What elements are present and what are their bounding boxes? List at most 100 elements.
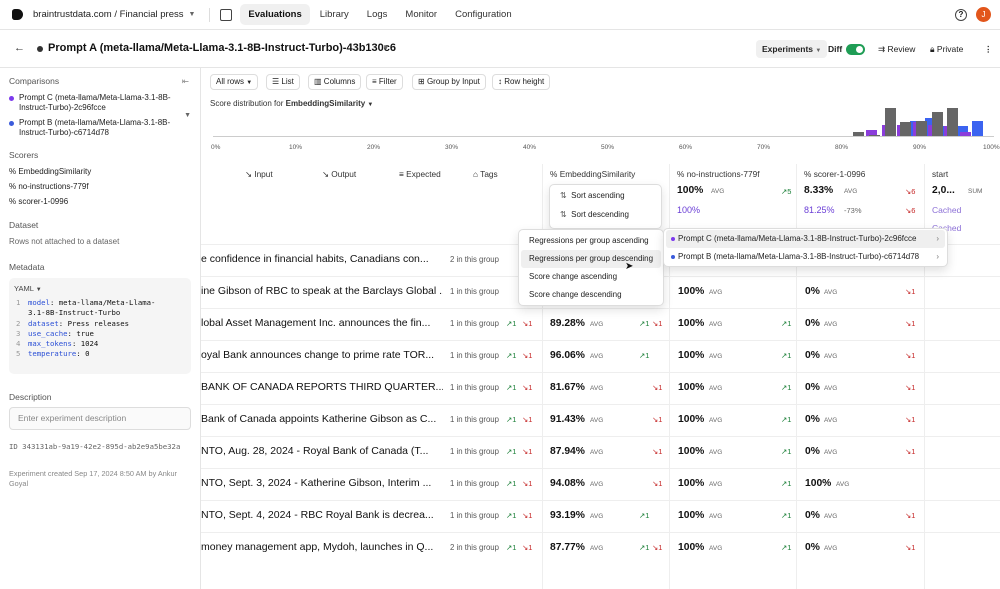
tab-logs[interactable]: Logs: [366, 9, 388, 20]
page-title[interactable]: Prompt A (meta-llama/Meta-Llama-3.1-8B-I…: [48, 42, 396, 54]
regressions-ascending-item[interactable]: Regressions per group ascending: [529, 236, 649, 245]
table-row[interactable]: NTO, Aug. 28, 2024 - Royal Bank of Canad…: [201, 436, 1000, 468]
table-row[interactable]: NTO, Sept. 4, 2024 - RBC Royal Bank is d…: [201, 500, 1000, 532]
description-input[interactable]: Enter experiment description: [9, 407, 191, 430]
column-header-expected[interactable]: ≡ Expected: [399, 169, 441, 179]
score-distribution-selector[interactable]: Score distribution for EmbeddingSimilari…: [210, 99, 373, 108]
improvement-count: ↗5: [781, 187, 792, 196]
created-info: Experiment created Sep 17, 2024 8:50 AM …: [9, 469, 177, 488]
review-button[interactable]: ⇉ Review: [872, 40, 921, 58]
row-input-text[interactable]: lobal Asset Management Inc. announces th…: [201, 317, 431, 329]
table-row[interactable]: NTO, Sept. 3, 2024 - Katherine Gibson, I…: [201, 468, 1000, 500]
row-input-text[interactable]: NTO, Sept. 3, 2024 - Katherine Gibson, I…: [201, 477, 432, 489]
avg-label: AVG: [590, 321, 604, 328]
scorer-item[interactable]: % no-instructions-779f: [9, 182, 89, 191]
row-input-text[interactable]: NTO, Sept. 4, 2024 - RBC Royal Bank is d…: [201, 509, 434, 521]
private-button[interactable]: 🔒︎ Private: [924, 40, 969, 58]
score-change-ascending-item[interactable]: Score change ascending: [529, 272, 618, 281]
compare-prompt-b-item[interactable]: Prompt B (meta-llama/Meta-Llama-3.1-8B-I…: [664, 248, 947, 266]
table-row[interactable]: BANK OF CANADA REPORTS THIRD QUARTER... 1…: [201, 372, 1000, 404]
sidebar: Comparisons ⇤ Prompt C (meta-llama/Meta-L…: [0, 68, 201, 589]
row-input-text[interactable]: Bank of Canada appoints Katherine Gibson…: [201, 413, 437, 425]
compare-prompt-c-item[interactable]: Prompt C (meta-llama/Meta-Llama-3.1-8B-I…: [666, 230, 945, 248]
chevron-down-icon[interactable]: ▼: [382, 43, 390, 52]
column-header-no-instructions[interactable]: % no-instructions-779f: [677, 169, 760, 179]
improvement-count: ↗1: [781, 479, 792, 488]
all-rows-dropdown[interactable]: All rows ▼: [210, 74, 259, 90]
row-input-text[interactable]: ine Gibson of RBC to speak at the Barcla…: [201, 285, 443, 297]
avg-label: AVG: [824, 545, 838, 552]
chevron-down-icon[interactable]: ▼: [188, 11, 196, 18]
experiment-color-dot: [37, 46, 43, 52]
column-header-input[interactable]: ↘ Input: [245, 169, 273, 179]
more-options-icon[interactable]: ⋮: [984, 44, 993, 54]
column-header-start[interactable]: start: [932, 169, 949, 179]
tab-configuration[interactable]: Configuration: [455, 9, 512, 20]
sort-ascending-item[interactable]: ⇅ Sort ascending: [550, 187, 661, 206]
row-input-text[interactable]: oyal Bank announces change to prime rate…: [201, 349, 435, 361]
regression-count: ↘1: [522, 383, 533, 392]
table-row[interactable]: Bank of Canada appoints Katherine Gibson…: [201, 404, 1000, 436]
org-project-breadcrumb[interactable]: braintrustdata.com / Financial press: [33, 9, 184, 20]
experiments-button[interactable]: Experiments ▼: [756, 40, 828, 58]
yaml-format-selector[interactable]: YAML ▼: [14, 284, 186, 293]
column-header-scorer1[interactable]: % scorer-1-0996: [804, 169, 866, 179]
column-header-output[interactable]: ↘ Output: [322, 169, 357, 179]
toggle-switch[interactable]: [846, 44, 866, 56]
columns-button[interactable]: ▥ Columns: [308, 74, 362, 90]
regression-count: ↘1: [905, 383, 916, 392]
scorer-item[interactable]: % scorer-1-0996: [9, 197, 69, 206]
home-icon[interactable]: [220, 8, 233, 21]
tab-evaluations[interactable]: Evaluations: [240, 4, 310, 25]
row-input-text[interactable]: e confidence in financial habits, Canadi…: [201, 253, 429, 265]
scorer-item[interactable]: % EmbeddingSimilarity: [9, 167, 92, 176]
regression-count: ↘1: [522, 511, 533, 520]
filter-button[interactable]: ≡ Filter: [366, 74, 403, 90]
table-row[interactable]: ine Gibson of RBC to speak at the Barcla…: [201, 276, 1000, 308]
collapse-sidebar-icon[interactable]: ⇤: [181, 76, 189, 86]
avg-label: AVG: [824, 289, 838, 296]
column-header-tags[interactable]: ⌂ Tags: [473, 169, 498, 179]
back-arrow-icon[interactable]: ←: [14, 42, 25, 54]
review-label: Review: [887, 44, 916, 54]
group-by-button[interactable]: ⊞ Group by Input: [412, 74, 486, 90]
table-row[interactable]: money management app, Mydoh, launches in…: [201, 532, 1000, 564]
tab-library[interactable]: Library: [319, 9, 349, 20]
score-change-descending-item[interactable]: Score change descending: [529, 290, 622, 299]
tab-monitor[interactable]: Monitor: [405, 9, 438, 20]
comparison-item[interactable]: Prompt C (meta-llama/Meta-Llama-3.1-8B-I…: [9, 93, 191, 113]
group-icon: ⊞: [418, 77, 425, 86]
scorer-name: scorer-1-0996: [18, 197, 69, 206]
table-row[interactable]: lobal Asset Management Inc. announces th…: [201, 308, 1000, 340]
column-header-embedding[interactable]: % EmbeddingSimilarity: [550, 169, 636, 179]
row-input-text[interactable]: BANK OF CANADA REPORTS THIRD QUARTER...: [201, 381, 443, 393]
group-count: 1 in this group: [450, 447, 499, 456]
row-height-button[interactable]: ↕ Row height: [492, 74, 551, 90]
row-input-text[interactable]: NTO, Aug. 28, 2024 - Royal Bank of Canad…: [201, 445, 429, 457]
braintrust-logo-icon[interactable]: [12, 9, 23, 20]
compare-prompt-c-label: Prompt C (meta-llama/Meta-Llama-3.1-8B-I…: [678, 234, 917, 243]
noinstr-score: 100%: [678, 350, 705, 361]
histogram-bar: [956, 126, 968, 136]
avatar[interactable]: J: [976, 7, 991, 22]
cached-label: Cached: [932, 205, 962, 215]
regression-count: ↘1: [905, 415, 916, 424]
avg-label: AVG: [709, 449, 723, 456]
experiment-id[interactable]: ID 343131ab-9a19-42e2-895d-ab2e9a5be32a: [9, 442, 181, 451]
list-button[interactable]: ☰ List: [266, 74, 300, 90]
row-input-text[interactable]: money management app, Mydoh, launches in…: [201, 541, 434, 553]
chevron-down-icon[interactable]: ▼: [184, 112, 191, 119]
regressions-descending-item[interactable]: Regressions per group descending: [521, 250, 661, 268]
color-dot: [671, 255, 675, 259]
yaml-key: temperature: [28, 349, 77, 359]
filter-label: Filter: [378, 77, 397, 86]
help-icon[interactable]: ?: [955, 9, 967, 21]
comparison-item[interactable]: Prompt B (meta-llama/Meta-Llama-3.1-8B-I…: [9, 112, 191, 138]
table-row[interactable]: e confidence in financial habits, Canadi…: [201, 244, 1000, 276]
diff-toggle[interactable]: Diff: [822, 40, 871, 58]
table-row[interactable]: oyal Bank announces change to prime rate…: [201, 340, 1000, 372]
comparisons-heading: Comparisons ⇤: [9, 76, 191, 86]
yaml-value: Press releases: [67, 318, 130, 328]
sort-descending-item[interactable]: ⇅ Sort descending: [550, 206, 661, 225]
axis-tick-label: 60%: [679, 144, 693, 151]
